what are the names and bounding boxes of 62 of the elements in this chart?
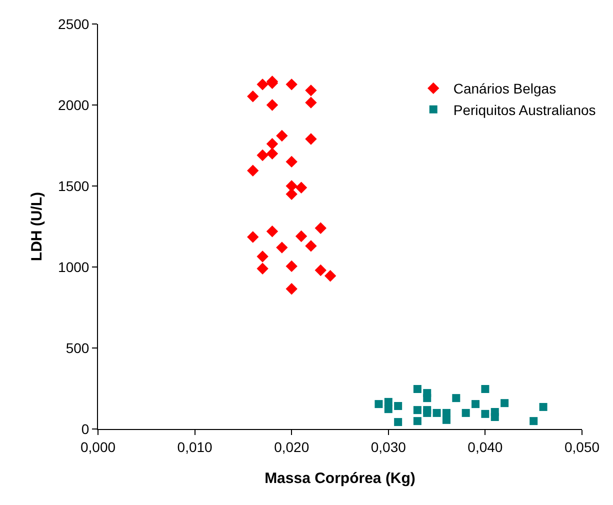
point [481, 410, 490, 418]
legend-label: Periquitos Australianos [453, 102, 596, 118]
point [256, 262, 268, 274]
point [423, 394, 432, 402]
point [286, 78, 298, 90]
x-tick-label: 0,010 [177, 438, 213, 455]
y-tick-label: 1000 [58, 258, 90, 275]
x-tick-label: 0,020 [274, 438, 310, 455]
point [314, 264, 326, 276]
y-tick-label: 1500 [58, 178, 90, 194]
point [324, 270, 336, 282]
point [247, 164, 259, 176]
point [266, 226, 278, 238]
point [286, 260, 298, 272]
y-tick-label: 0 [81, 420, 90, 437]
point [256, 78, 268, 90]
point [266, 148, 278, 160]
point [286, 156, 298, 168]
point [462, 408, 470, 417]
point [432, 408, 441, 417]
point [472, 400, 480, 408]
point [276, 130, 288, 142]
point [452, 394, 460, 402]
legend-label: Canários Belgas [453, 80, 556, 97]
x-tick-label: 0,000 [80, 438, 116, 455]
point [413, 384, 422, 393]
x-axis-title: Massa Corpórea (Kg) [264, 470, 416, 487]
point [481, 384, 490, 393]
point [500, 399, 509, 408]
y-tick-label: 2500 [58, 16, 90, 32]
point [295, 230, 308, 242]
point [247, 231, 259, 243]
point [442, 416, 450, 424]
point [305, 84, 317, 96]
point [490, 413, 499, 422]
point [266, 138, 278, 150]
point [394, 402, 402, 410]
point [276, 242, 288, 254]
point [394, 418, 402, 426]
y-tick-label: 500 [66, 340, 90, 356]
point [295, 182, 308, 194]
point [305, 133, 317, 145]
point [539, 402, 548, 411]
point [413, 406, 422, 414]
x-tick-label: 0,030 [370, 438, 406, 455]
x-tick-label: 0,040 [468, 438, 503, 455]
point [530, 417, 538, 426]
point [314, 222, 326, 234]
point [423, 408, 432, 417]
point [305, 96, 317, 108]
x-tick-label: 0,050 [564, 438, 600, 455]
y-axis-title: LDH (U/L) [28, 192, 46, 262]
y-tick-label: 2000 [58, 96, 90, 113]
point [413, 417, 422, 426]
point [305, 240, 317, 252]
point [286, 283, 298, 295]
point [266, 99, 278, 111]
point [374, 400, 383, 408]
point [256, 149, 268, 162]
point [256, 250, 268, 262]
point [247, 90, 259, 102]
point [384, 405, 392, 414]
